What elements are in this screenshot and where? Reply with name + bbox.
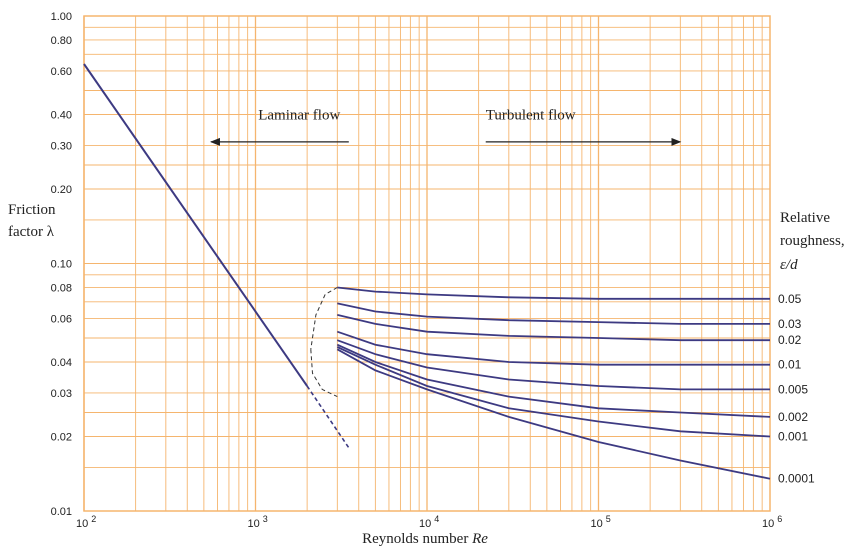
transition-curve (310, 349, 338, 398)
y-tick-label: 0.02 (51, 431, 72, 443)
laminar-line (83, 63, 308, 387)
x-tick-label: 10 3 (248, 514, 268, 530)
right-label-line2: roughness, (780, 233, 845, 249)
roughness-value-label: 0.02 (778, 333, 802, 347)
x-tick-exponent: 6 (777, 514, 782, 524)
x-tick-base: 10 (76, 518, 91, 530)
roughness-curve (337, 302, 770, 325)
roughness-curve (337, 286, 770, 300)
y-tick-label: 0.03 (51, 388, 72, 400)
y-tick-label: 0.01 (51, 506, 72, 518)
y-tick-label: 0.10 (51, 259, 72, 271)
roughness-curve (336, 343, 771, 418)
turbulent-flow-label: Turbulent flow (486, 107, 576, 123)
x-tick-base: 10 (591, 518, 606, 530)
x-tick-label: 10 2 (76, 514, 96, 530)
roughness-curve (337, 314, 770, 342)
x-tick-exponent: 4 (434, 514, 439, 524)
roughness-value-label: 0.005 (778, 382, 808, 396)
y-tick-label: 0.08 (51, 282, 72, 294)
y-tick-label: 0.80 (51, 35, 72, 47)
y-axis-label-line1: Friction (8, 202, 56, 218)
grid-lines (83, 15, 770, 512)
y-tick-label: 0.40 (51, 109, 72, 121)
y-tick-label: 0.04 (51, 357, 72, 369)
right-label-line3: ε/d (780, 257, 798, 273)
laminar-flow-label: Laminar flow (258, 107, 340, 123)
x-tick-label: 10 4 (419, 514, 439, 530)
roughness-value-label: 0.0001 (778, 472, 815, 486)
roughness-curve (336, 339, 770, 391)
x-axis-label: Reynolds number Re (362, 531, 488, 547)
x-tick-base: 10 (762, 518, 777, 530)
roughness-curve (336, 346, 771, 438)
laminar-extension (306, 385, 350, 449)
y-tick-label: 0.30 (51, 140, 72, 152)
x-tick-base: 10 (419, 518, 434, 530)
plot-frame (83, 15, 771, 512)
friction-curves (83, 63, 771, 480)
y-tick-label: 1.00 (51, 11, 72, 23)
y-tick-label: 0.20 (51, 184, 72, 196)
roughness-value-label: 0.03 (778, 317, 802, 331)
x-tick-exponent: 2 (91, 514, 96, 524)
roughness-value-label: 0.05 (778, 292, 802, 306)
x-tick-exponent: 3 (263, 514, 268, 524)
y-tick-label: 0.06 (51, 313, 72, 325)
x-tick-exponent: 5 (606, 514, 611, 524)
roughness-value-label: 0.002 (778, 410, 808, 424)
roughness-curve (336, 348, 771, 480)
x-tick-label: 10 5 (591, 514, 611, 530)
y-axis-label-line2: factor λ (8, 224, 55, 240)
x-axis-label-symbol: Re (471, 531, 488, 547)
y-tick-label: 0.60 (51, 66, 72, 78)
right-label-line1: Relative (780, 210, 830, 226)
y-tick-labels: 1.00 0.80 0.60 0.40 0.30 0.20 0.10 0.08 0.06 0.04… (51, 11, 72, 518)
x-tick-label: 10 6 (762, 514, 782, 530)
roughness-labels: 0.05 0.03 0.02 0.01 0.005 0.002 0.001 0.0001 (778, 292, 815, 486)
x-tick-base: 10 (248, 518, 263, 530)
x-axis-label-text: Reynolds number (362, 531, 472, 547)
roughness-curve (337, 330, 770, 366)
roughness-value-label: 0.01 (778, 358, 802, 372)
roughness-value-label: 0.001 (778, 429, 808, 443)
x-tick-labels: 10 2 10 3 10 4 10 5 10 6 (76, 514, 782, 530)
